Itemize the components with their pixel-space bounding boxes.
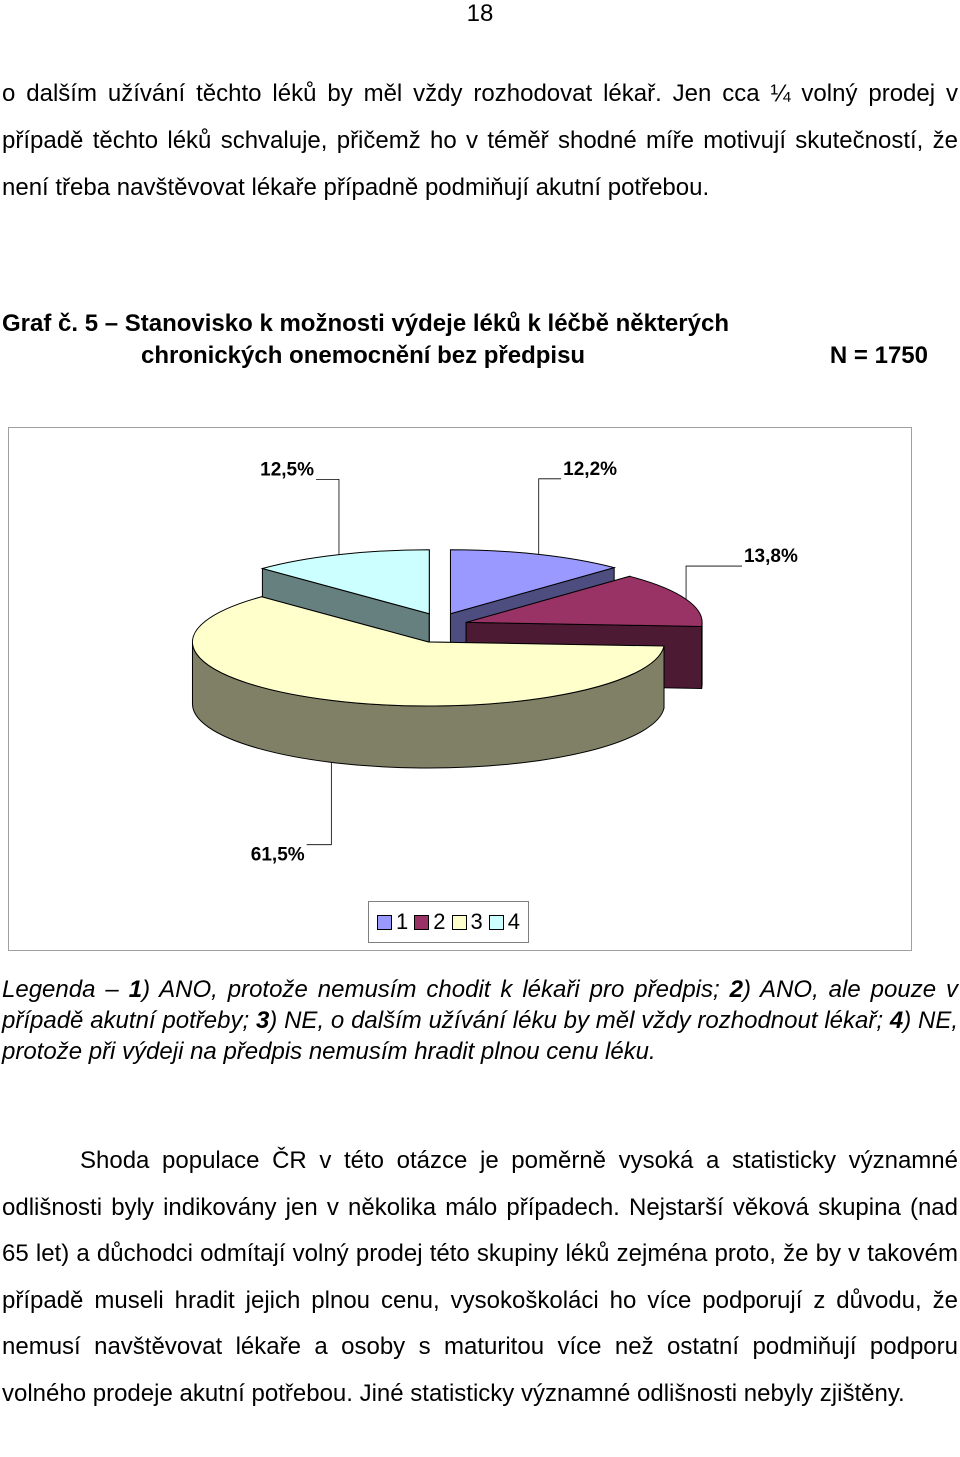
legend-item-2: 2 (414, 909, 446, 935)
legend-note-number: 2 (729, 976, 743, 1003)
page-number: 18 (466, 0, 494, 27)
data-labels: 12,2% 13,8% 61,5% 12,5% (251, 459, 798, 866)
legend-item-4: 4 (488, 909, 520, 935)
leader-line (316, 478, 340, 555)
pie-chart: 12,2% 13,8% 61,5% 12,5% (191, 459, 798, 866)
legend-note-number: 1 (128, 976, 143, 1003)
legend-note-number: 4 (889, 1007, 904, 1034)
legend-swatch (451, 914, 467, 930)
legend-label: 3 (470, 909, 483, 934)
legend-swatch (377, 914, 392, 930)
legend-note-item: ) NE, protože při výdeji na předpis nemu… (2, 1007, 959, 1065)
leader-line (538, 478, 562, 555)
legend-note-number: 3 (255, 1007, 270, 1034)
legend-note-lead: Legenda – (2, 976, 129, 1003)
legend-swatch (414, 914, 430, 930)
legend-note-item: ) NE, o dalším užívání léku by měl vždy … (269, 1007, 890, 1034)
caption-line-2: chronických onemocnění bez předpisu (141, 342, 586, 369)
pie-slice-1 (449, 549, 617, 615)
legend-label: 1 (396, 909, 409, 934)
paragraph-top: o dalším užívání těchto léků by měl vždy… (2, 80, 958, 201)
data-label: 12,5% (260, 459, 314, 480)
leader-line (306, 762, 332, 846)
legend-label: 2 (433, 909, 446, 934)
legend-note: Legenda – 1) ANO, protože nemusím chodit… (2, 974, 958, 1067)
sample-size: N = 1750 (829, 342, 928, 369)
legend-item-1: 1 (377, 909, 408, 935)
legend-swatch (488, 914, 504, 930)
legend-item-3: 3 (451, 909, 483, 935)
legend-note-item: ) ANO, ale pouze v případě akutní potřeb… (2, 976, 959, 1034)
leader-line (685, 565, 742, 600)
chart-caption: Graf č. 5 – Stanovisko k možnosti výdeje… (2, 308, 928, 372)
pie-slice-2 (465, 575, 703, 627)
caption-line-1: Graf č. 5 – Stanovisko k možnosti výdeje… (2, 310, 729, 337)
data-label: 61,5% (251, 845, 305, 866)
paragraph-bottom-text: Shoda populace ČR v této otázce je poměr… (2, 1147, 958, 1407)
pie-slice-4 (260, 549, 430, 615)
legend-label: 4 (507, 909, 520, 934)
data-label: 13,8% (744, 546, 798, 567)
paragraph-bottom: Shoda populace ČR v této otázce je poměr… (2, 1138, 958, 1417)
pie-tops (192, 549, 703, 707)
data-label: 12,2% (563, 459, 617, 480)
legend-note-item: ) ANO, protože nemusím chodit k lékaři p… (142, 976, 730, 1003)
pie-slice-3 (192, 596, 665, 707)
